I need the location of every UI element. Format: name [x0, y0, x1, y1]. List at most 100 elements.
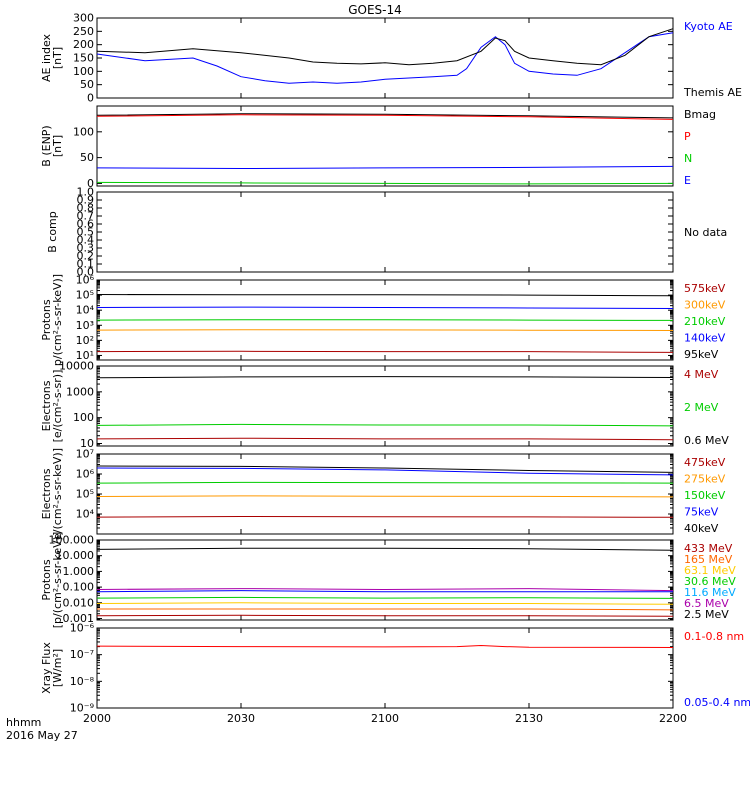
- panel-bcomp: 0.00.10.20.30.40.50.60.70.80.91.0 B comp N…: [46, 186, 727, 279]
- y-tick-label: 150: [73, 52, 94, 65]
- x-tick-label: 2000: [83, 712, 111, 725]
- legend-label: 30.6 MeV: [684, 575, 736, 588]
- x-tick-label: 2130: [515, 712, 543, 725]
- y-tick-label: 10000: [59, 360, 94, 373]
- legend-label: 165 MeV: [684, 553, 733, 566]
- y-axis-label: Electrons[e/(cm²-s-sr)]: [40, 370, 64, 443]
- series-0-1-0-8-nm: [96, 644, 674, 648]
- panel-protons_low: 10¹ 10² 10³ 10⁴ 10⁵ 10⁶ Protonsp/(cm²-s-sr-keV…: [40, 274, 726, 367]
- y-tick-label: 0: [87, 92, 94, 105]
- y-tick-label: 100: [73, 65, 94, 78]
- y-tick-label: 10⁻⁹: [70, 702, 94, 715]
- y-axis-label-line: Xray Flux: [40, 642, 53, 694]
- series-40kev: [96, 465, 674, 473]
- panel-frame: [96, 17, 674, 99]
- y-tick-label: 1.0: [77, 186, 95, 199]
- x-tick-label: 2200: [659, 712, 687, 725]
- series-themis-ae: [96, 28, 674, 66]
- legend-label: N: [684, 152, 692, 165]
- y-tick-label: 0.0: [77, 266, 95, 279]
- y-tick-label: 10.000: [56, 549, 95, 562]
- y-axis-label: Xray Flux[W/m²]: [40, 642, 64, 694]
- panel-frame: [96, 365, 674, 447]
- legend-label: 0.1-0.8 nm: [684, 630, 744, 643]
- y-axis-label-line: Electrons: [40, 468, 53, 519]
- y-tick-label: 0.010: [63, 596, 95, 609]
- series-63-1-mev: [96, 602, 674, 605]
- y-axis-label-line: Protons: [40, 299, 53, 340]
- series-n: [96, 181, 674, 185]
- y-tick-label: 100: [73, 411, 94, 424]
- y-tick-label: 10³: [76, 319, 94, 332]
- legend-label: 6.5 MeV: [684, 597, 729, 610]
- y-tick-label: 50: [80, 78, 94, 91]
- panel-protons_mev: 0.0010.0100.1001.00010.000100.000Protons…: [40, 532, 736, 629]
- y-tick-label: 50: [80, 151, 94, 164]
- y-tick-label: 0.8: [77, 202, 95, 215]
- y-tick-label: 10²: [76, 334, 94, 347]
- series-11-6-mev: [96, 590, 673, 593]
- legend-label: 4 MeV: [684, 368, 719, 381]
- y-axis-label-line: B (ENP): [40, 125, 53, 166]
- time-label: hhmm: [6, 716, 41, 729]
- legend-label: 75keV: [684, 506, 719, 519]
- y-axis-label-line: p/(cm²-s-sr-keV)]: [51, 274, 64, 366]
- series-2-5-mev: [96, 547, 674, 551]
- legend-label: 475keV: [684, 456, 726, 469]
- y-tick-label: 0: [87, 177, 94, 190]
- y-tick-label: 10¹: [76, 349, 94, 362]
- legend-label: 2 MeV: [684, 401, 719, 414]
- legend-label: 433 MeV: [684, 542, 733, 555]
- y-axis-label-line: [nT]: [51, 47, 64, 69]
- legend-label: 11.6 MeV: [684, 586, 736, 599]
- y-tick-label: 0.3: [77, 242, 95, 255]
- y-axis-label-line: B comp: [46, 211, 59, 253]
- y-tick-label: 0.100: [63, 581, 95, 594]
- y-tick-label: 100: [73, 125, 94, 138]
- y-axis-label: Protons[p/(cm²-s-sr-keV)]: [40, 532, 64, 629]
- legend-label: 40keV: [684, 522, 719, 535]
- plot-title: GOES-14: [348, 3, 402, 17]
- y-tick-label: 0.6: [77, 218, 95, 231]
- series-kyoto-ae: [96, 32, 674, 84]
- series-2-mev: [96, 423, 674, 427]
- y-axis-label-line: AE index: [40, 33, 53, 82]
- series-0-6-mev: [96, 376, 674, 379]
- legend-label: Bmag: [684, 108, 716, 121]
- y-axis-label-line: [e/(cm²-s-sr)]: [51, 370, 64, 443]
- series-4-mev: [96, 437, 674, 441]
- legend-label: 63.1 MeV: [684, 564, 736, 577]
- legend-label: 210keV: [684, 315, 726, 328]
- series-75kev: [96, 467, 674, 476]
- series-6-5-mev: [96, 588, 674, 592]
- y-tick-label: 10⁶: [76, 274, 95, 287]
- legend-label: 575keV: [684, 282, 726, 295]
- y-axis-label: Protonsp/(cm²-s-sr-keV)]: [40, 274, 64, 366]
- series-210kev: [96, 319, 674, 321]
- legend-label: P: [684, 130, 691, 143]
- panel-frame: [96, 539, 674, 621]
- y-axis-label: B comp: [46, 211, 59, 253]
- series-140kev: [96, 306, 674, 309]
- legend-label: 0.05-0.4 nm: [684, 696, 750, 709]
- series-275kev: [96, 495, 674, 498]
- legend-label: 275keV: [684, 473, 726, 486]
- series-e: [96, 165, 674, 170]
- y-axis-label: Electronse/(cm²-s-sr-keV)]: [40, 448, 64, 540]
- legend-label: 150keV: [684, 489, 726, 502]
- y-axis-label-line: Electrons: [40, 380, 53, 431]
- panel-frame: [96, 191, 674, 273]
- y-tick-label: 10⁷: [76, 448, 94, 461]
- series-p: [96, 114, 674, 120]
- panel-electrons_kev: 10⁴ 10⁵ 10⁶ 10⁷ Electronse/(cm²-s-sr-keV)] 47…: [40, 448, 726, 540]
- series-575kev: [96, 350, 674, 353]
- y-tick-label: 10⁶: [76, 468, 95, 481]
- series-300kev: [96, 329, 674, 331]
- y-axis-label-line: e/(cm²-s-sr-keV)]: [51, 448, 64, 540]
- x-tick-label: 2100: [371, 712, 399, 725]
- y-tick-label: 200: [73, 38, 94, 51]
- date-label: 2016 May 27: [6, 729, 78, 742]
- y-axis-label: B (ENP)[nT]: [40, 125, 64, 166]
